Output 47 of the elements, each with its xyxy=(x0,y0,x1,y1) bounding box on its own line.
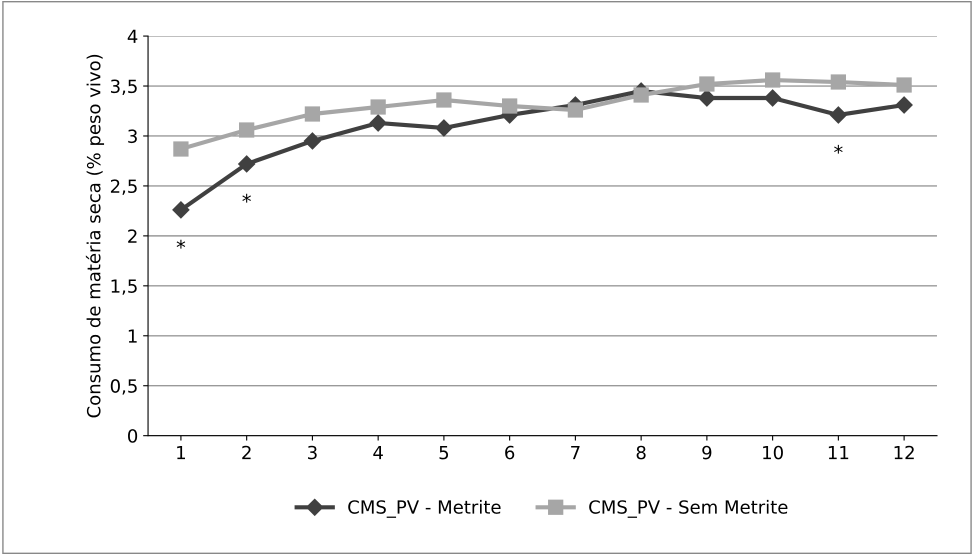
point xyxy=(699,76,715,92)
x-tick-label: 9 xyxy=(702,446,712,460)
x-tick-label: 10 xyxy=(763,446,783,460)
x-tick-label: 3 xyxy=(308,446,317,460)
y-tick-label: 2 xyxy=(128,229,137,243)
legend-label: CMS_PV - Sem Metrite xyxy=(589,500,788,518)
x-tick-label: 11 xyxy=(828,446,848,460)
y-tick-label: 0,5 xyxy=(110,379,137,395)
point xyxy=(830,74,846,90)
point xyxy=(173,141,189,157)
x-tick-label: 5 xyxy=(440,446,448,460)
point xyxy=(896,77,912,93)
y-tick-label: 3 xyxy=(128,129,137,144)
point xyxy=(764,72,780,88)
y-tick-label: 0 xyxy=(128,429,138,443)
annotation: * xyxy=(834,144,843,154)
y-tick-label: 3,5 xyxy=(110,79,137,95)
point xyxy=(435,119,452,137)
point xyxy=(568,102,584,118)
y-tick-label: 1,5 xyxy=(112,280,137,295)
point xyxy=(370,114,387,132)
y-axis-title: Consumo de matéria seca (% peso vivo) xyxy=(86,54,104,418)
annotation: * xyxy=(242,194,251,203)
point xyxy=(239,122,254,138)
point xyxy=(172,201,190,218)
legend-label: CMS_PV - Metrite xyxy=(348,500,501,518)
point xyxy=(238,155,256,172)
point xyxy=(764,89,782,107)
x-tick-label: 8 xyxy=(636,446,646,460)
x-tick-label: 4 xyxy=(373,446,383,460)
point xyxy=(370,99,386,115)
point xyxy=(896,96,913,114)
x-tick-label: 12 xyxy=(894,446,914,460)
point xyxy=(304,106,320,122)
point xyxy=(633,87,649,103)
point xyxy=(436,92,452,108)
x-tick-label: 1 xyxy=(177,446,185,460)
annotation: * xyxy=(176,240,186,249)
y-tick-label: 4 xyxy=(128,30,138,43)
point xyxy=(304,132,321,150)
point xyxy=(830,106,847,124)
x-tick-label: 6 xyxy=(505,446,514,460)
x-tick-label: 7 xyxy=(571,446,580,460)
x-tick-label: 2 xyxy=(242,446,251,460)
y-tick-label: 1 xyxy=(128,329,137,343)
y-tick-label: 2,5 xyxy=(110,179,137,195)
point xyxy=(502,98,518,114)
